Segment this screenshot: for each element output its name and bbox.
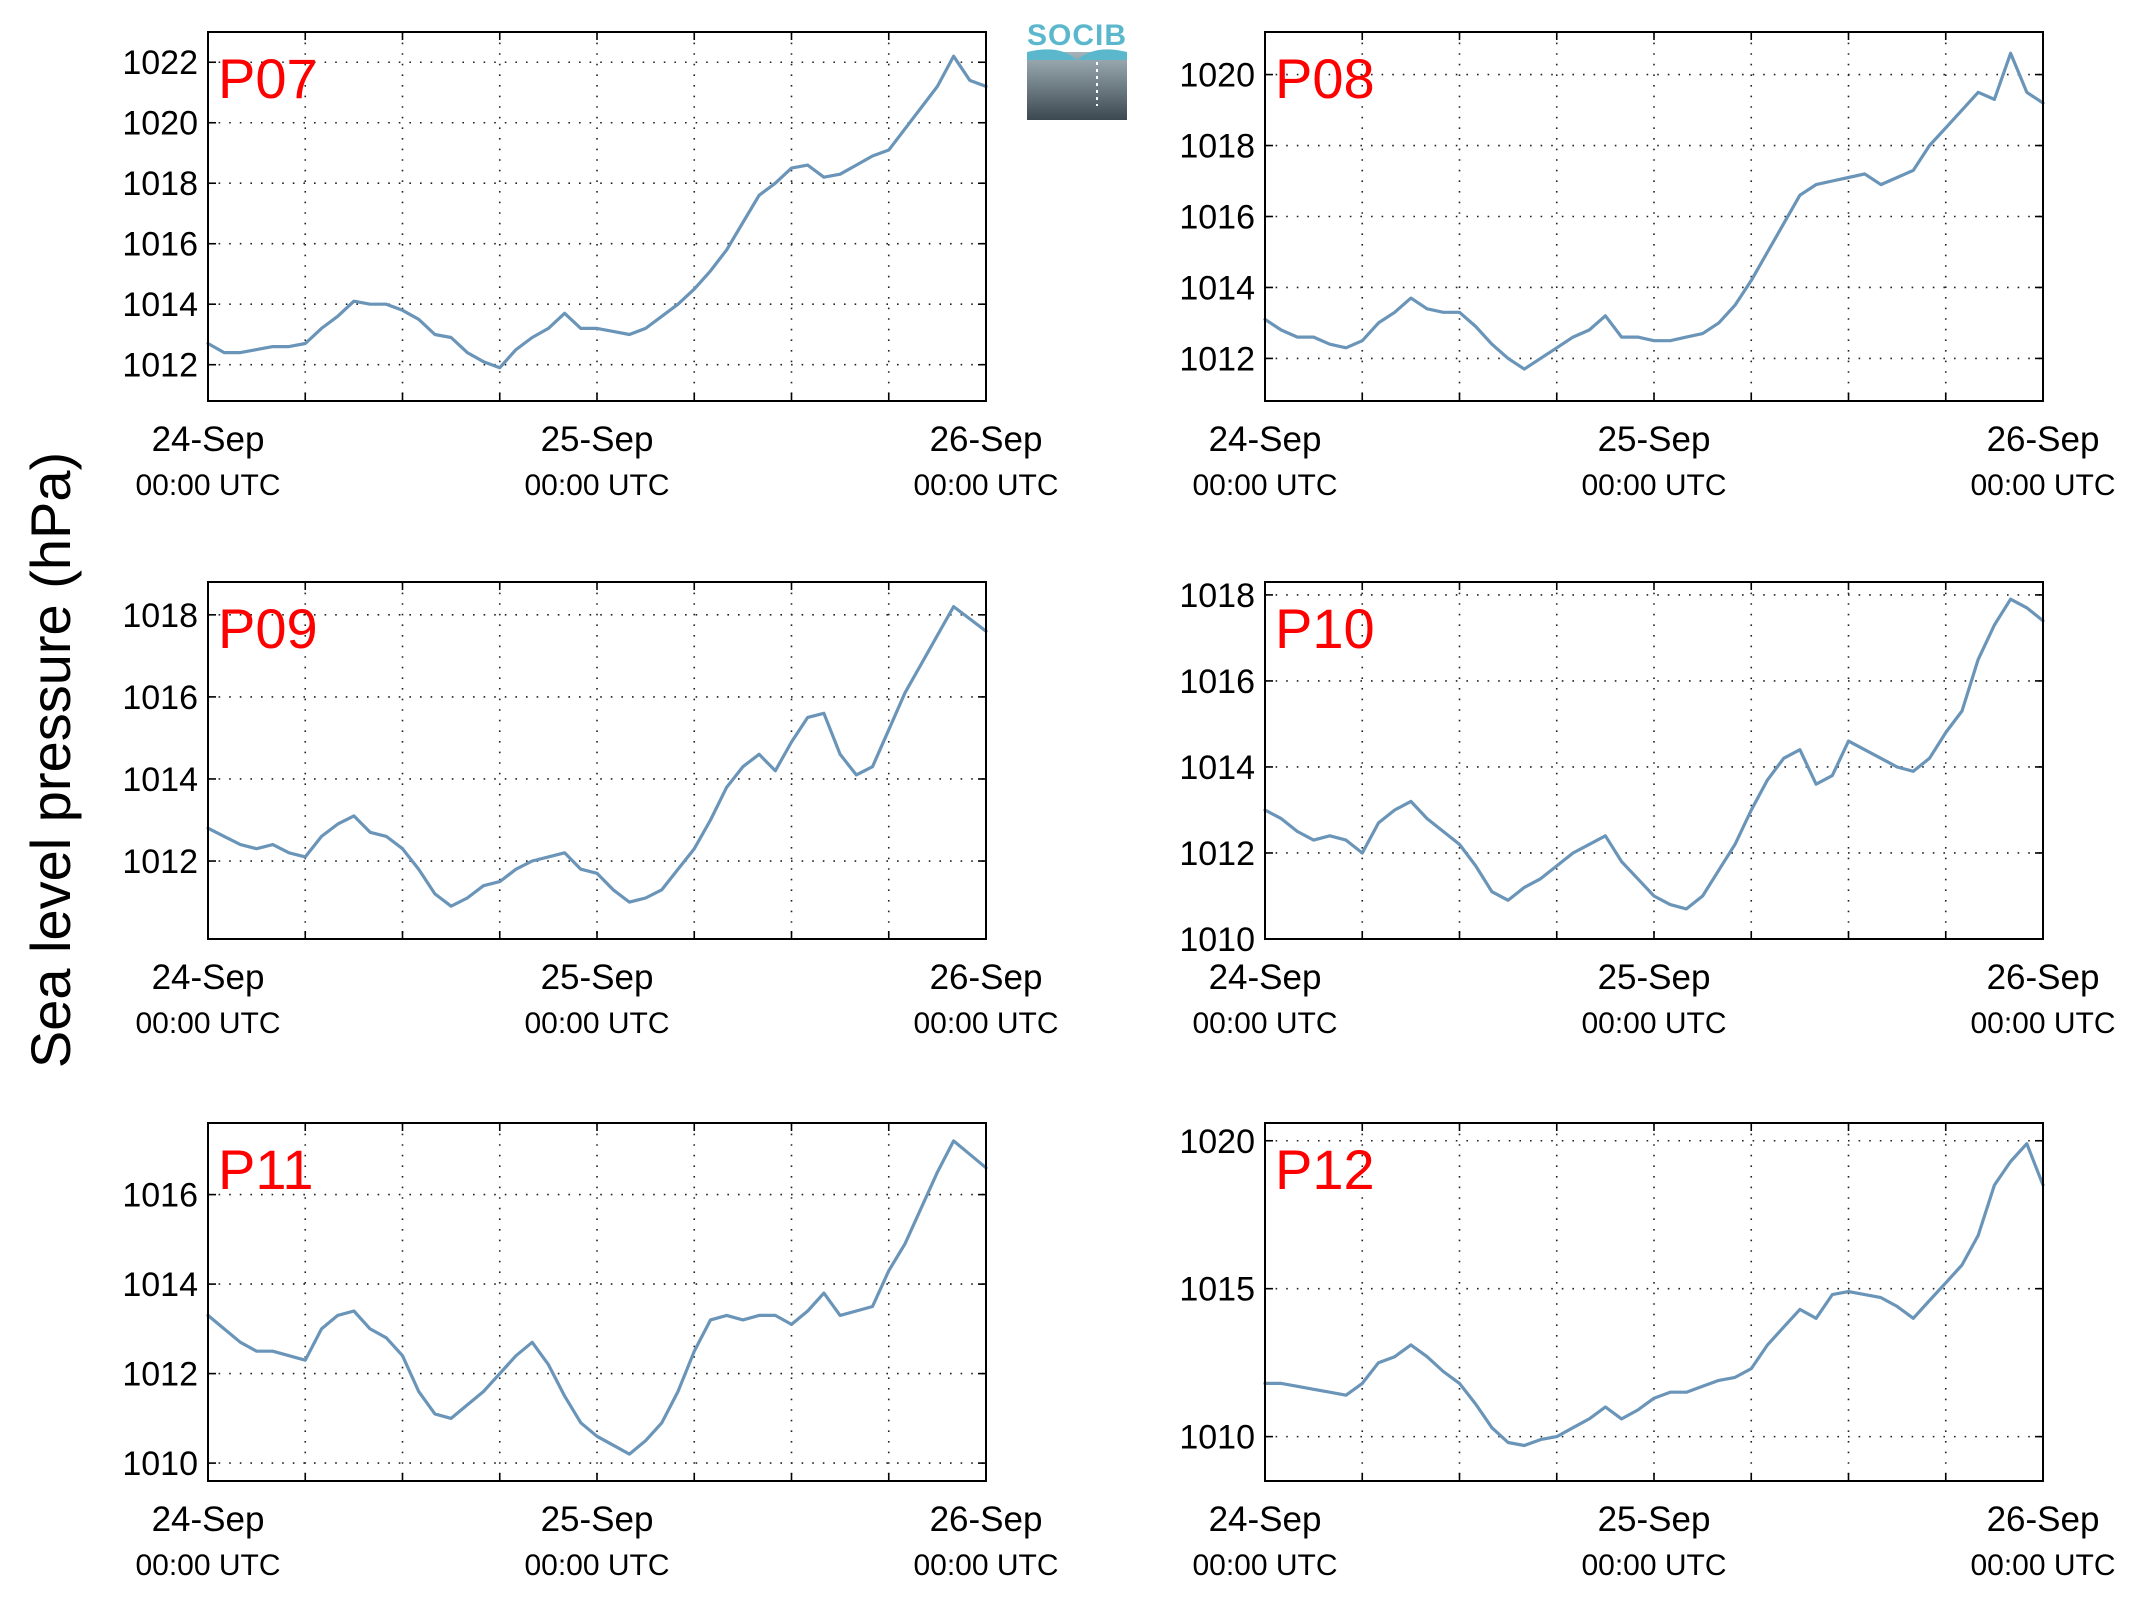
- y-tick-label: 1012: [122, 347, 198, 385]
- x-tick-label-time: 00:00 UTC: [1192, 1007, 1337, 1040]
- y-tick-label: 1012: [122, 1356, 198, 1394]
- panel-label: P12: [1275, 1138, 1375, 1201]
- y-tick-label: 1014: [122, 761, 198, 799]
- x-tick-label-time: 00:00 UTC: [1970, 469, 2115, 502]
- x-tick-label-date: 24-Sep: [1209, 958, 1322, 997]
- x-tick-label-time: 00:00 UTC: [1192, 1549, 1337, 1582]
- x-tick-label-date: 25-Sep: [541, 958, 654, 997]
- plot-frame: [207, 1122, 987, 1482]
- y-tick-label: 1020: [122, 105, 198, 143]
- y-tick-label: 1012: [122, 843, 198, 881]
- x-tick-label-time: 00:00 UTC: [1192, 469, 1337, 502]
- x-tick-label-time: 00:00 UTC: [1581, 469, 1726, 502]
- panel-p12: 1010 1015 1020 24-Sep 00:00 UTC 25-Sep 00:00 U…: [1179, 1122, 2116, 1582]
- x-tick-label-time: 00:00 UTC: [1970, 1007, 2115, 1040]
- pressure-series-line: [206, 1139, 988, 1456]
- socib-logo-wave: [1027, 52, 1127, 120]
- y-tick-label: 1018: [122, 597, 198, 635]
- y-tick-label: 1020: [1179, 57, 1255, 95]
- x-tick-label-date: 26-Sep: [930, 420, 1043, 459]
- pressure-series-line: [1263, 1142, 2045, 1448]
- x-tick-label-date: 24-Sep: [152, 420, 265, 459]
- y-tick-label: 1016: [122, 679, 198, 717]
- y-tick-label: 1014: [122, 286, 198, 324]
- x-tick-label-date: 25-Sep: [1598, 1500, 1711, 1539]
- x-tick-label-time: 00:00 UTC: [1581, 1007, 1726, 1040]
- x-tick-label-date: 25-Sep: [541, 1500, 654, 1539]
- x-tick-label-time: 00:00 UTC: [913, 1007, 1058, 1040]
- pressure-series-line: [1263, 597, 2045, 911]
- x-tick-label-date: 24-Sep: [152, 958, 265, 997]
- y-tick-label: 1014: [122, 1266, 198, 1304]
- x-tick-label-date: 24-Sep: [1209, 1500, 1322, 1539]
- x-tick-label-date: 25-Sep: [1598, 420, 1711, 459]
- panel-label: P10: [1275, 597, 1375, 660]
- x-tick-label-date: 25-Sep: [1598, 958, 1711, 997]
- plot-frame: [1264, 581, 2044, 940]
- x-tick-label-time: 00:00 UTC: [135, 469, 280, 502]
- plot-frame: [1264, 1122, 2044, 1482]
- y-tick-label: 1010: [1179, 921, 1255, 959]
- y-tick-label: 1016: [1179, 199, 1255, 237]
- y-tick-label: 1014: [1179, 269, 1255, 307]
- x-tick-label-time: 00:00 UTC: [135, 1549, 280, 1582]
- x-tick-label-time: 00:00 UTC: [524, 1007, 669, 1040]
- x-tick-label-date: 24-Sep: [1209, 420, 1322, 459]
- pressure-series-line: [206, 604, 988, 908]
- y-tick-label: 1010: [1179, 1419, 1255, 1457]
- panel-label: P11: [218, 1138, 313, 1201]
- x-tick-label-date: 26-Sep: [930, 1500, 1043, 1539]
- y-tick-label: 1018: [1179, 128, 1255, 166]
- x-tick-label-time: 00:00 UTC: [1970, 1549, 2115, 1582]
- x-tick-label-time: 00:00 UTC: [1581, 1549, 1726, 1582]
- y-axis-label: Sea level pressure (hPa): [19, 452, 82, 1068]
- x-tick-label-date: 26-Sep: [930, 958, 1043, 997]
- x-tick-label-time: 00:00 UTC: [135, 1007, 280, 1040]
- x-tick-label-date: 26-Sep: [1987, 420, 2100, 459]
- x-tick-label-time: 00:00 UTC: [913, 469, 1058, 502]
- panels: 1012 1014 1016 1018 1020 1022 24-Sep 00:00 UTC 2…: [122, 31, 2116, 1582]
- x-tick-label-time: 00:00 UTC: [524, 1549, 669, 1582]
- panel-p10: 1010 1012 1014 1016 1018 24-Sep 00:00 UTC 25-Se…: [1179, 577, 2115, 1040]
- panel-p09: 1012 1014 1016 1018 24-Sep 00:00 UTC 25-Sep 00:…: [122, 581, 1059, 1040]
- panel-p08: 1012 1014 1016 1018 1020 24-Sep 00:00 UTC 25-Se…: [1179, 31, 2116, 502]
- panel-label: P09: [218, 597, 318, 660]
- x-tick-label-time: 00:00 UTC: [913, 1549, 1058, 1582]
- pressure-series-line: [1263, 51, 2045, 371]
- y-tick-label: 1010: [122, 1445, 198, 1483]
- socib-logo-text: SOCIB: [1027, 19, 1127, 52]
- plot-frame: [1264, 31, 2044, 402]
- y-tick-label: 1020: [1179, 1123, 1255, 1161]
- y-tick-label: 1016: [122, 226, 198, 264]
- x-tick-label-date: 25-Sep: [541, 420, 654, 459]
- panel-p11: 1010 1012 1014 1016 24-Sep 00:00 UTC 25-Sep 00:…: [122, 1122, 1059, 1582]
- plot-frame: [207, 581, 987, 940]
- y-tick-label: 1016: [1179, 663, 1255, 701]
- y-tick-label: 1012: [1179, 835, 1255, 873]
- socib-logo-wave-crest: [1027, 49, 1127, 60]
- pressure-series-line: [206, 54, 988, 370]
- y-tick-label: 1016: [122, 1177, 198, 1215]
- x-tick-label-date: 24-Sep: [152, 1500, 265, 1539]
- y-tick-label: 1015: [1179, 1271, 1255, 1309]
- x-tick-label-time: 00:00 UTC: [524, 469, 669, 502]
- x-tick-label-date: 26-Sep: [1987, 958, 2100, 997]
- x-tick-label-date: 26-Sep: [1987, 1500, 2100, 1539]
- panel-label: P08: [1275, 47, 1375, 110]
- socib-logo: SOCIB: [1027, 19, 1127, 120]
- y-tick-label: 1022: [122, 44, 198, 82]
- panel-label: P07: [218, 47, 318, 110]
- plot-frame: [207, 31, 987, 402]
- y-tick-label: 1018: [122, 165, 198, 203]
- panel-p07: 1012 1014 1016 1018 1020 1022 24-Sep 00:00 UTC 2…: [122, 31, 1059, 502]
- y-tick-label: 1014: [1179, 749, 1255, 787]
- y-tick-label: 1018: [1179, 577, 1255, 615]
- y-tick-label: 1012: [1179, 340, 1255, 378]
